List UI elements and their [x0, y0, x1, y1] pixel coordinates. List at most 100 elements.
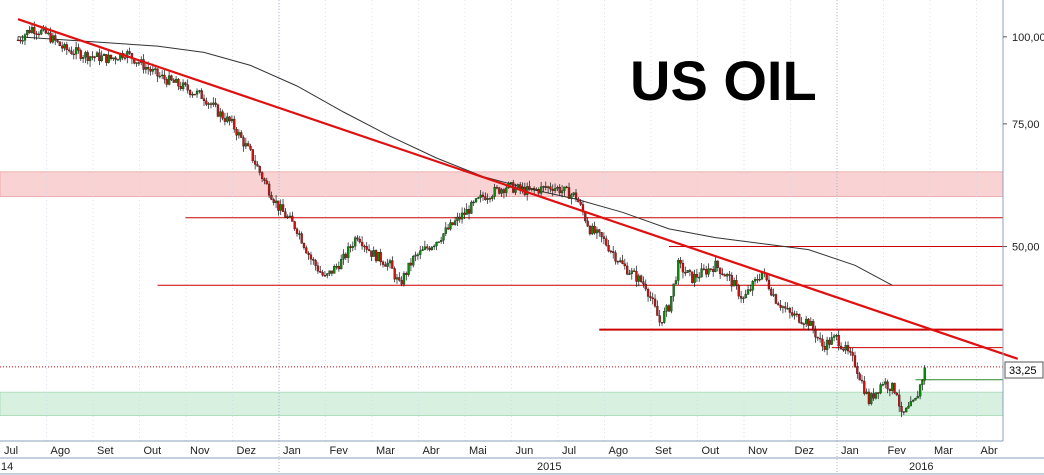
candle-60 [156, 68, 159, 83]
candle-body-33 [93, 56, 96, 58]
candle-346 [821, 334, 824, 352]
candle-body-365 [865, 391, 868, 394]
month-label-13: Ago [609, 445, 629, 457]
candle-body-363 [860, 379, 864, 382]
month-label-5: Dez [237, 445, 257, 457]
candle-body-303 [721, 273, 724, 276]
candle-245 [586, 217, 589, 227]
candle-body-58 [151, 68, 155, 72]
candle-body-61 [158, 75, 161, 78]
candle-187 [451, 222, 454, 226]
candle-336 [798, 313, 801, 324]
candle-238 [570, 193, 573, 205]
candle-172 [416, 252, 420, 260]
candle-body-147 [358, 238, 361, 243]
candle-body-125 [307, 252, 310, 255]
candle-302 [719, 267, 722, 279]
candle-body-309 [735, 280, 738, 286]
candle-body-383 [907, 405, 910, 409]
candle-body-102 [253, 160, 257, 165]
candle-body-227 [544, 186, 547, 188]
candle-159 [386, 258, 389, 271]
candle-body-129 [316, 265, 320, 272]
candle-body-117 [288, 215, 292, 218]
candle-body-30 [86, 52, 89, 61]
candle-body-192 [463, 212, 466, 215]
candle-196 [472, 200, 475, 207]
candle-379 [898, 389, 901, 413]
candle-151 [367, 244, 371, 252]
candle-body-189 [456, 216, 459, 221]
candle-220 [528, 180, 531, 191]
candle-104 [258, 165, 261, 176]
candle-body-288 [686, 270, 689, 273]
candle-252 [602, 232, 606, 245]
candle-body-258 [616, 261, 619, 263]
candle-body-229 [549, 186, 552, 190]
candle-body-169 [409, 262, 413, 266]
candle-371 [879, 382, 882, 395]
candle-260 [621, 254, 624, 265]
candle-206 [495, 185, 499, 190]
candle-body-338 [802, 323, 805, 325]
candle-178 [430, 245, 434, 251]
candle-243 [581, 200, 585, 216]
candle-23 [70, 46, 73, 55]
candle-body-377 [893, 382, 896, 394]
candle-200 [481, 191, 485, 201]
candle-75 [191, 91, 194, 98]
month-label-12: Jul [562, 445, 576, 457]
candle-250 [598, 228, 601, 237]
candle-362 [858, 371, 861, 381]
candle-body-304 [723, 274, 726, 277]
candle-328 [779, 299, 782, 311]
candle-142 [346, 242, 350, 264]
candle-body-276 [658, 315, 661, 323]
candle-339 [805, 316, 808, 328]
candle-314 [746, 284, 750, 295]
candle-198 [477, 196, 480, 200]
candle-2 [21, 35, 24, 45]
candle-body-15 [51, 35, 55, 43]
candle-319 [758, 273, 761, 282]
candle-223 [535, 187, 538, 191]
candle-390 [923, 365, 926, 385]
candle-body-77 [195, 90, 199, 95]
candle-body-39 [107, 54, 110, 63]
month-label-1: Ago [51, 445, 71, 457]
candle-body-54 [142, 59, 145, 70]
candle-body-185 [446, 227, 450, 230]
candle-body-219 [526, 186, 529, 195]
candle-body-120 [295, 228, 299, 234]
month-label-21: Abr [981, 445, 998, 457]
candle-377 [893, 382, 896, 395]
candle-88 [221, 109, 224, 121]
candle-146 [356, 235, 359, 242]
candle-body-253 [605, 238, 608, 246]
candle-body-372 [881, 384, 885, 386]
candle-231 [553, 183, 557, 194]
candle-358 [849, 347, 852, 356]
candle-324 [770, 286, 773, 297]
candle-242 [579, 199, 582, 206]
candle-108 [267, 181, 271, 199]
candle-body-247 [591, 225, 594, 235]
candle-body-43 [116, 59, 120, 61]
candle-body-284 [677, 260, 680, 281]
candle-body-355 [842, 348, 845, 351]
candle-290 [691, 271, 694, 284]
candle-body-34 [95, 52, 99, 58]
candle-350 [830, 332, 833, 346]
candle-body-57 [149, 69, 152, 72]
candle-body-175 [423, 246, 427, 250]
candle-body-93 [233, 118, 236, 130]
candle-149 [363, 244, 366, 253]
candle-5 [28, 26, 31, 34]
candle-body-334 [793, 313, 796, 316]
candle-124 [305, 245, 308, 254]
candle-150 [365, 242, 368, 254]
candle-body-16 [54, 35, 57, 41]
candle-17 [56, 39, 59, 44]
month-label-20: Mar [934, 445, 953, 457]
candle-body-67 [172, 79, 175, 83]
